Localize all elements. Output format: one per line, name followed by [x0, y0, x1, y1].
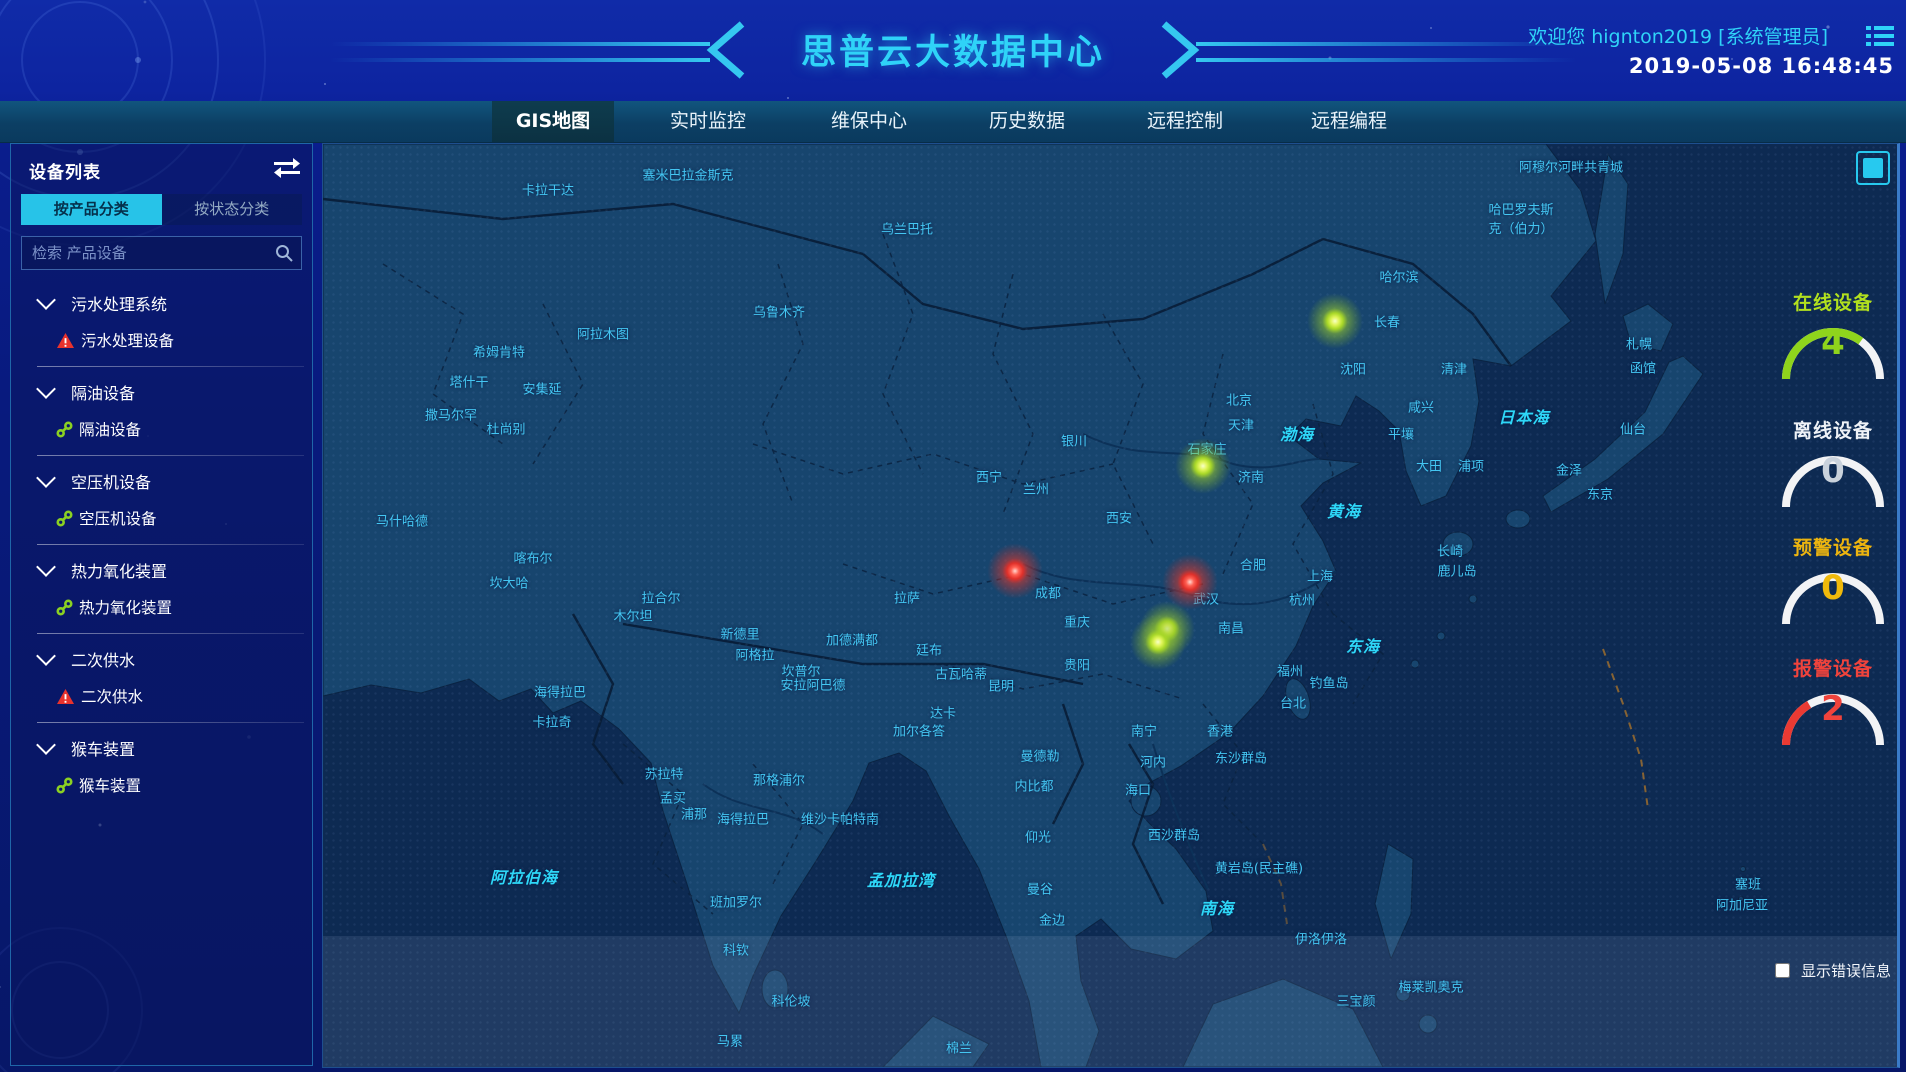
link-chain-icon: [56, 598, 73, 616]
nav-bar: GIS地图 实时监控 维保中心 历史数据 远程控制 远程编程: [0, 101, 1906, 143]
alarm-triangle-icon: [57, 332, 74, 348]
gauge-arc: [1782, 694, 1884, 746]
device-item[interactable]: 污水处理设备: [11, 320, 312, 360]
device-group: 隔油设备 隔油设备: [11, 375, 312, 456]
nav-tab-6[interactable]: 远程编程: [1310, 110, 1387, 132]
chevron-down-icon: [36, 468, 56, 488]
sidebar-class-tab-2[interactable]: 按状态分类: [161, 194, 302, 225]
chevron-down-icon: [36, 735, 56, 755]
search-icon[interactable]: [275, 244, 293, 262]
device-group-row[interactable]: 隔油设备: [11, 375, 312, 409]
sidebar-class-tab-1[interactable]: 按产品分类: [21, 194, 162, 225]
device-group: 热力氧化装置 热力氧化装置: [11, 553, 312, 634]
gauge-value: 0: [1821, 568, 1845, 608]
device-item-label: 空压机设备: [79, 510, 157, 528]
device-list-title: 设备列表: [29, 163, 101, 183]
welcome-text: 欢迎您 hignton2019 [系统管理员]: [1528, 26, 1828, 48]
divider: [37, 722, 304, 723]
nav-tab-2[interactable]: 实时监控: [669, 110, 746, 132]
device-group: 二次供水 二次供水: [11, 642, 312, 723]
device-item-label: 污水处理设备: [81, 332, 175, 350]
link-chain-icon: [56, 509, 73, 527]
error-info-checkbox[interactable]: [1775, 963, 1790, 978]
device-marker-green[interactable]: [1175, 438, 1231, 494]
device-item-label: 猴车装置: [79, 777, 142, 795]
classification-tabs: 按产品分类 按状态分类: [21, 194, 302, 225]
device-group: 污水处理系统污水处理设备: [11, 286, 312, 367]
chevron-down-icon: [36, 379, 56, 399]
title-right-decor: [1161, 21, 1576, 79]
device-tree: 污水处理系统 污水处理设备 隔油设备 隔油设备 空压机设备 空压机设备 热力氧化装置 热力氧化…: [11, 270, 312, 805]
gis-map[interactable]: 卡拉干达 塞米巴拉金斯克 乌兰巴托 阿穆尔河畔共青城 哈巴罗夫斯 克（伯力） 哈尔滨 长春沈…: [322, 143, 1900, 1068]
map-bottom-overlay: [323, 936, 1897, 1067]
gauge-arc: [1782, 456, 1884, 508]
chevron-down-icon: [36, 290, 56, 310]
nav-tab-1[interactable]: GIS地图: [492, 101, 614, 142]
datetime: 2019-05-08 16:48:45: [1628, 54, 1894, 78]
chevron-down-icon: [36, 646, 56, 666]
header: 思普云大数据中心 欢迎您 hignton2019 [系统管理员] 2019-05…: [0, 0, 1906, 101]
device-group: 猴车装置 猴车装置: [11, 731, 312, 805]
device-group-label: 隔油设备: [71, 384, 136, 403]
divider: [37, 455, 304, 456]
device-group-row[interactable]: 热力氧化装置: [11, 553, 312, 587]
gauge-4: 报警设备 2: [1778, 654, 1888, 749]
divider: [37, 633, 304, 634]
device-item[interactable]: 热力氧化装置: [11, 587, 312, 627]
map-geography: [323, 144, 1746, 1067]
divider: [37, 366, 304, 367]
device-item[interactable]: 二次供水: [11, 676, 312, 716]
device-item-label: 隔油设备: [79, 421, 142, 439]
device-group-label: 热力氧化装置: [71, 562, 168, 581]
gauge-label: 预警设备: [1792, 537, 1873, 559]
gauge-3: 预警设备 0: [1778, 533, 1888, 628]
alarm-triangle-icon: [57, 688, 74, 704]
gauge-2: 离线设备 0: [1778, 416, 1888, 511]
device-item[interactable]: 空压机设备: [11, 498, 312, 538]
swap-arrows-icon[interactable]: [274, 158, 300, 178]
nav-tab-5[interactable]: 远程控制: [1146, 110, 1223, 132]
device-item[interactable]: 隔油设备: [11, 409, 312, 449]
device-marker-red[interactable]: [987, 543, 1043, 599]
link-chain-icon: [56, 420, 73, 438]
nav-tab-3[interactable]: 维保中心: [830, 110, 907, 132]
title-left-decor: [330, 21, 745, 79]
gauge-label: 离线设备: [1792, 420, 1873, 442]
chevron-down-icon: [36, 557, 56, 577]
gauge-value: 4: [1821, 323, 1845, 363]
gauge-label: 报警设备: [1792, 658, 1873, 680]
menu-list-icon[interactable]: [1866, 25, 1894, 47]
gauge-arc: [1782, 328, 1884, 380]
device-group-row[interactable]: 猴车装置: [11, 731, 312, 765]
page-title: 思普云大数据中心: [800, 33, 1106, 73]
search-input[interactable]: [22, 237, 301, 269]
device-group-label: 空压机设备: [71, 473, 152, 492]
device-group-label: 污水处理系统: [71, 295, 168, 314]
device-group-row[interactable]: 空压机设备: [11, 464, 312, 498]
gauge-arc: [1782, 573, 1884, 625]
device-marker-green[interactable]: [1130, 614, 1186, 670]
device-group-row[interactable]: 二次供水: [11, 642, 312, 676]
error-info-toggle: 显示错误信息: [1771, 960, 1891, 981]
nav-tab-4[interactable]: 历史数据: [988, 110, 1065, 132]
device-item-label: 热力氧化装置: [79, 599, 173, 617]
link-chain-icon: [56, 776, 73, 794]
device-marker-green[interactable]: [1307, 293, 1363, 349]
device-group-label: 二次供水: [71, 651, 136, 670]
fullscreen-icon[interactable]: [1856, 151, 1890, 185]
device-item[interactable]: 猴车装置: [11, 765, 312, 805]
gauge-value: 2: [1821, 689, 1845, 729]
device-group-row[interactable]: 污水处理系统: [11, 286, 312, 320]
device-marker-red[interactable]: [1162, 554, 1218, 610]
divider: [37, 544, 304, 545]
error-info-label: 显示错误信息: [1801, 962, 1892, 980]
gauge-value: 0: [1821, 451, 1845, 491]
device-group-label: 猴车装置: [71, 740, 136, 759]
gauge-1: 在线设备 4: [1778, 288, 1888, 383]
device-group: 空压机设备 空压机设备: [11, 464, 312, 545]
gauge-label: 在线设备: [1792, 292, 1873, 314]
device-item-label: 二次供水: [81, 688, 144, 706]
